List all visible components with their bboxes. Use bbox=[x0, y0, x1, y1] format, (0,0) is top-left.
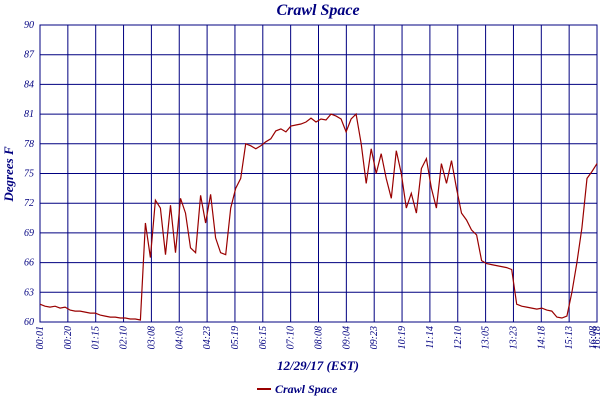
y-tick-label: 78 bbox=[24, 139, 34, 150]
x-tick-label: 00:20 bbox=[63, 326, 74, 349]
legend-label: Crawl Space bbox=[275, 382, 338, 396]
x-tick-label: 07:10 bbox=[286, 326, 297, 349]
x-tick-label: 04:03 bbox=[174, 326, 185, 349]
x-tick-label: 12:10 bbox=[453, 326, 464, 349]
chart-title: Crawl Space bbox=[276, 2, 359, 19]
y-tick-label: 90 bbox=[24, 20, 34, 31]
y-tick-label: 87 bbox=[24, 50, 35, 61]
x-tick-label: 15:13 bbox=[564, 326, 575, 349]
x-tick-label: 00:01 bbox=[35, 326, 46, 349]
x-tick-label: 04:23 bbox=[202, 326, 213, 349]
x-tick-label: 14:18 bbox=[536, 326, 547, 349]
data-line bbox=[39, 112, 598, 321]
y-tick-label: 63 bbox=[24, 287, 34, 298]
x-axis-label: 12/29/17 (EST) bbox=[277, 358, 359, 373]
y-tick-label: 81 bbox=[24, 109, 34, 120]
x-tick-label: 09:23 bbox=[369, 326, 380, 349]
x-tick-label: 03:08 bbox=[146, 326, 157, 349]
x-tick-label: 01:15 bbox=[91, 326, 102, 349]
y-axis-label: Degrees F bbox=[1, 146, 16, 203]
x-tick-label: 09:04 bbox=[341, 326, 352, 349]
x-tick-label: 13:23 bbox=[508, 326, 519, 349]
x-tick-label: 16:18 bbox=[592, 326, 600, 349]
y-tick-label: 72 bbox=[24, 198, 34, 209]
y-tick-label: 66 bbox=[24, 258, 34, 269]
x-tick-label: 02:10 bbox=[119, 326, 130, 349]
x-tick-label: 10:19 bbox=[397, 326, 408, 349]
x-tick-label: 08:08 bbox=[314, 326, 325, 349]
x-tick-label: 05:19 bbox=[230, 326, 241, 349]
y-tick-label: 60 bbox=[24, 317, 34, 328]
y-tick-label: 75 bbox=[24, 169, 34, 180]
x-tick-label: 11:14 bbox=[425, 326, 436, 349]
x-tick-label: 13:05 bbox=[481, 326, 492, 349]
y-tick-label: 84 bbox=[24, 79, 34, 90]
y-tick-label: 69 bbox=[24, 228, 34, 239]
x-tick-label: 06:15 bbox=[258, 326, 269, 349]
x-tick-label: 16:08 bbox=[588, 326, 599, 349]
